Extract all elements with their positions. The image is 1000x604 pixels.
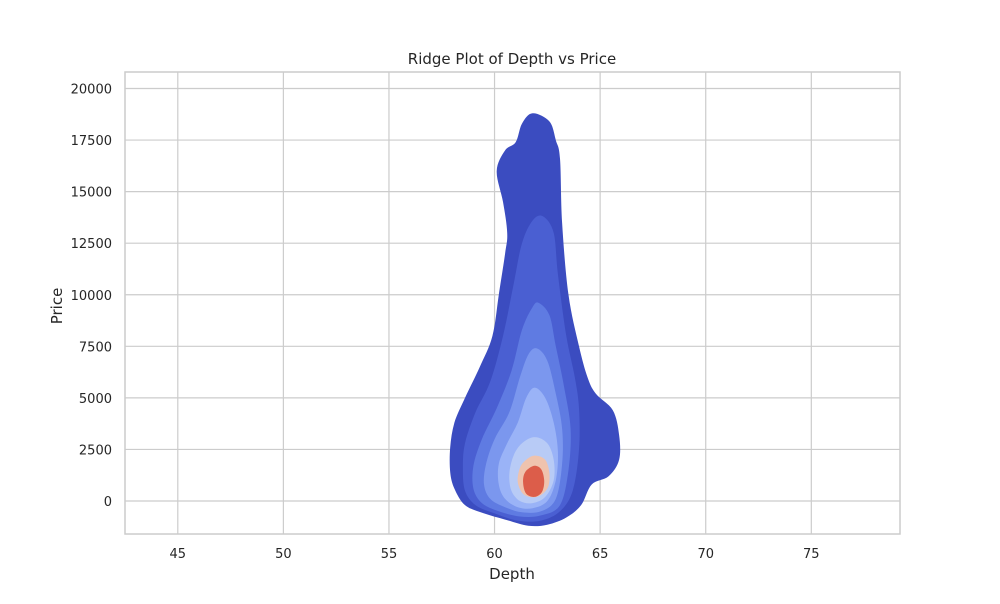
y-tick-label: 12500: [71, 237, 112, 252]
x-tick-label: 75: [803, 547, 820, 562]
plot-frame: [124, 71, 901, 535]
y-tick-label: 10000: [71, 289, 112, 304]
y-tick-label: 5000: [79, 392, 112, 407]
x-tick-label: 50: [275, 547, 292, 562]
y-tick-label: 0: [104, 495, 112, 510]
x-tick-label: 55: [381, 547, 398, 562]
y-tick-label: 2500: [79, 443, 112, 458]
x-tick-label: 60: [486, 547, 503, 562]
x-tick-label: 70: [697, 547, 714, 562]
density-level-8: [523, 465, 545, 497]
y-tick-label: 20000: [71, 83, 112, 98]
x-axis-label: Depth: [489, 565, 535, 583]
y-tick-label: 15000: [71, 186, 112, 201]
y-axis-label: Price: [48, 288, 66, 325]
chart-title: Ridge Plot of Depth vs Price: [408, 50, 616, 68]
y-axis-ticks: 0 2500 5000 7500 10000 12500 15000 17500 20000: [71, 83, 112, 511]
x-tick-label: 65: [592, 547, 609, 562]
y-tick-label: 17500: [71, 134, 112, 149]
x-axis-ticks: 45 50 55 60 65 70 75: [170, 547, 820, 562]
x-tick-label: 45: [170, 547, 187, 562]
density-contours: [449, 113, 621, 527]
y-tick-label: 7500: [79, 340, 112, 355]
